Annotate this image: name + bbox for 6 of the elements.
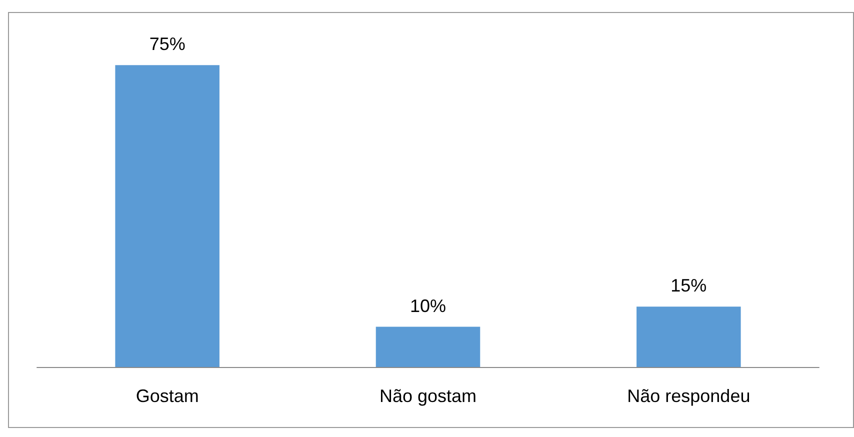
data-label: 15%	[670, 276, 707, 296]
x-tick-label: Não gostam	[379, 386, 477, 406]
data-label: 10%	[410, 296, 446, 316]
x-tick-label: Não respondeu	[627, 386, 750, 406]
x-tick-label: Gostam	[136, 386, 199, 406]
data-label: 75%	[149, 34, 186, 54]
